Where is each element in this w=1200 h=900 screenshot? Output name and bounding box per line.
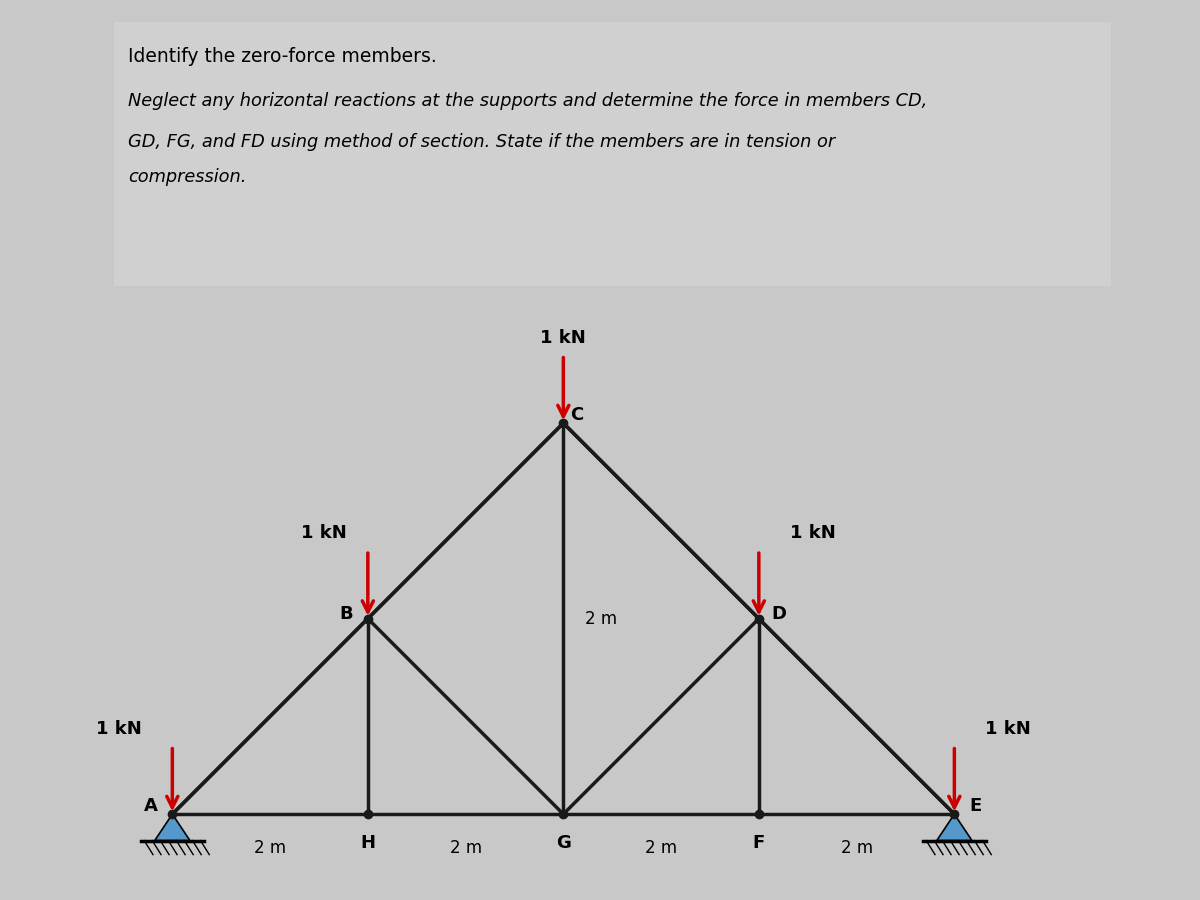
Text: GD, FG, and FD using method of section. State if the members are in tension or: GD, FG, and FD using method of section. … <box>128 132 835 150</box>
Text: 1 kN: 1 kN <box>985 720 1031 738</box>
FancyBboxPatch shape <box>114 22 1170 286</box>
Text: C: C <box>570 406 583 424</box>
Text: F: F <box>752 834 764 852</box>
Text: 2 m: 2 m <box>254 840 286 858</box>
Text: G: G <box>556 834 571 852</box>
Text: B: B <box>340 605 353 623</box>
Text: Neglect any horizontal reactions at the supports and determine the force in memb: Neglect any horizontal reactions at the … <box>128 92 928 110</box>
Polygon shape <box>155 814 190 841</box>
Text: 1 kN: 1 kN <box>790 525 835 543</box>
Text: 2 m: 2 m <box>646 840 677 858</box>
Text: D: D <box>770 605 786 623</box>
Text: H: H <box>360 834 376 852</box>
Text: compression.: compression. <box>128 167 247 185</box>
Text: 2 m: 2 m <box>450 840 481 858</box>
Text: 1 kN: 1 kN <box>540 328 587 346</box>
Text: E: E <box>970 797 982 815</box>
Text: A: A <box>144 797 157 815</box>
Text: 2 m: 2 m <box>840 840 872 858</box>
Polygon shape <box>937 814 972 841</box>
Text: 1 kN: 1 kN <box>301 525 347 543</box>
Text: 2 m: 2 m <box>584 609 617 627</box>
Text: Identify the zero-force members.: Identify the zero-force members. <box>128 47 437 66</box>
Text: 1 kN: 1 kN <box>96 720 142 738</box>
